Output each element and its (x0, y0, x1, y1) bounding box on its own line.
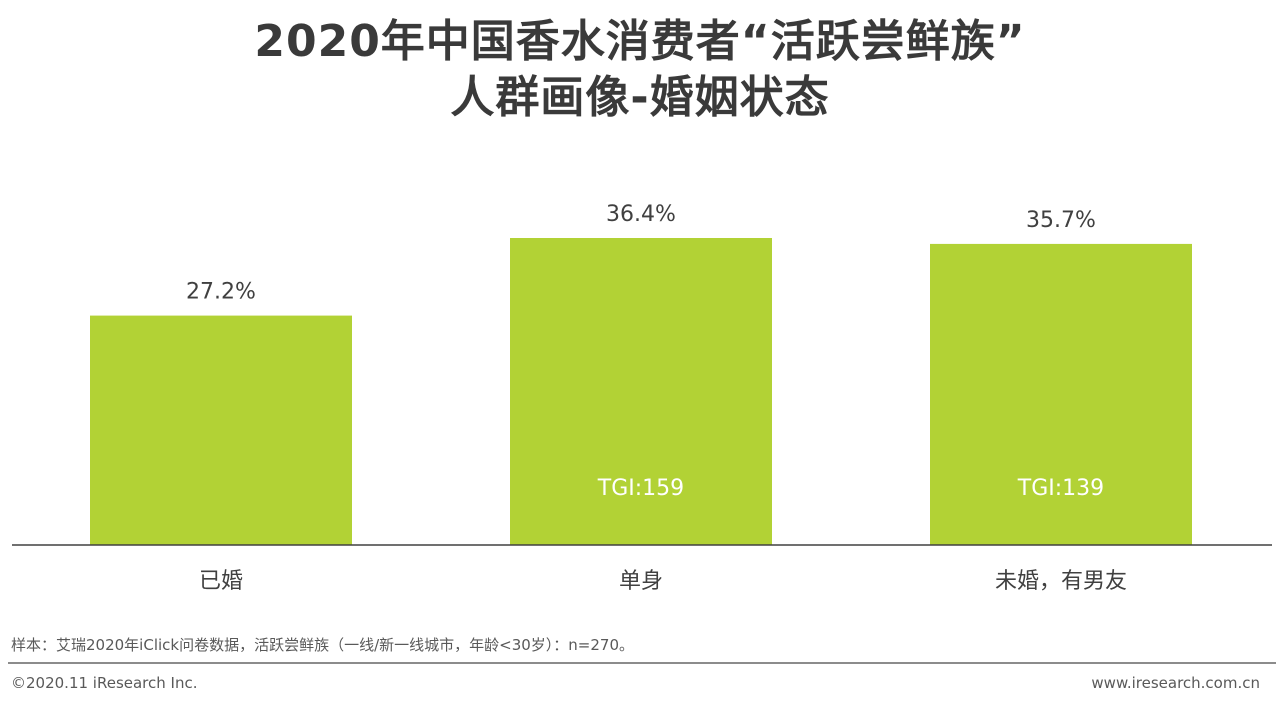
bar-2 (930, 243, 1192, 545)
bar-0 (90, 315, 352, 545)
category-label-2: 未婚，有男友 (995, 569, 1127, 594)
value-label-1: 36.4% (606, 202, 676, 227)
chart-title-line-2: 人群画像-婚姻状态 (450, 72, 830, 123)
chart-title: 2020年中国香水消费者“活跃尝鲜族” 人群画像-婚姻状态 (0, 14, 1280, 126)
category-label-1: 单身 (619, 569, 663, 594)
source-note: 样本：艾瑞2020年iClick问卷数据，活跃尝鲜族（一线/新一线城市，年龄<3… (11, 636, 635, 654)
value-label-2: 35.7% (1026, 208, 1096, 233)
copyright-text: ©2020.11 iResearch Inc. (11, 674, 198, 692)
value-label-0: 27.2% (186, 280, 256, 305)
tgi-label-2: TGI:139 (1017, 476, 1104, 501)
tgi-label-1: TGI:159 (597, 476, 684, 501)
chart-title-line-1: 2020年中国香水消费者“活跃尝鲜族” (254, 16, 1026, 67)
website-link[interactable]: www.iresearch.com.cn (1091, 674, 1260, 692)
category-label-0: 已婚 (199, 569, 243, 594)
footer-divider (8, 662, 1276, 664)
bar-1 (510, 238, 772, 545)
